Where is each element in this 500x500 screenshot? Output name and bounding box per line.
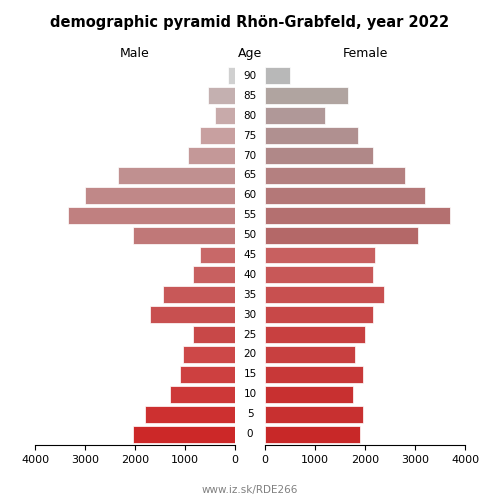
Text: 40: 40 [244,270,256,280]
Bar [118,167,235,184]
Bar [265,286,384,303]
Bar [265,167,405,184]
Bar [265,406,362,422]
Bar [192,326,235,343]
Bar [265,386,352,402]
Bar [265,266,372,283]
Text: www.iz.sk/RDE266: www.iz.sk/RDE266 [202,485,298,495]
Bar [265,88,347,104]
Bar [265,426,360,442]
Text: 10: 10 [244,390,256,400]
Text: demographic pyramid Rhön-Grabfeld, year 2022: demographic pyramid Rhön-Grabfeld, year … [50,15,450,30]
Bar [132,226,235,244]
Text: 35: 35 [244,290,256,300]
Bar [150,306,235,323]
Text: 70: 70 [244,150,256,160]
Text: 20: 20 [244,350,256,360]
Text: 85: 85 [244,91,256,101]
Text: Age: Age [238,47,262,60]
Text: 5: 5 [246,409,254,419]
Text: 90: 90 [244,71,256,81]
Bar [265,366,362,383]
Text: 80: 80 [244,110,256,120]
Bar [145,406,235,422]
Text: 25: 25 [244,330,256,340]
Bar [200,127,235,144]
Bar [265,306,372,323]
Bar [265,147,372,164]
Bar [215,108,235,124]
Text: 60: 60 [244,190,256,200]
Bar [85,187,235,204]
Bar [228,68,235,84]
Bar [265,108,325,124]
Bar [265,226,418,244]
Bar [265,207,450,224]
Text: Male: Male [120,47,150,60]
Bar [68,207,235,224]
Bar [132,426,235,442]
Text: 15: 15 [244,370,256,380]
Bar [192,266,235,283]
Text: 30: 30 [244,310,256,320]
Bar [265,246,375,264]
Bar [265,68,290,84]
Text: 0: 0 [247,429,254,439]
Text: 45: 45 [244,250,256,260]
Text: 75: 75 [244,130,256,140]
Text: 50: 50 [244,230,256,240]
Text: Female: Female [342,47,388,60]
Bar [182,346,235,363]
Bar [180,366,235,383]
Bar [162,286,235,303]
Bar [265,346,355,363]
Bar [170,386,235,402]
Bar [188,147,235,164]
Text: 65: 65 [244,170,256,180]
Bar [265,326,365,343]
Text: 55: 55 [244,210,256,220]
Bar [200,246,235,264]
Bar [265,127,358,144]
Bar [265,187,425,204]
Bar [208,88,235,104]
